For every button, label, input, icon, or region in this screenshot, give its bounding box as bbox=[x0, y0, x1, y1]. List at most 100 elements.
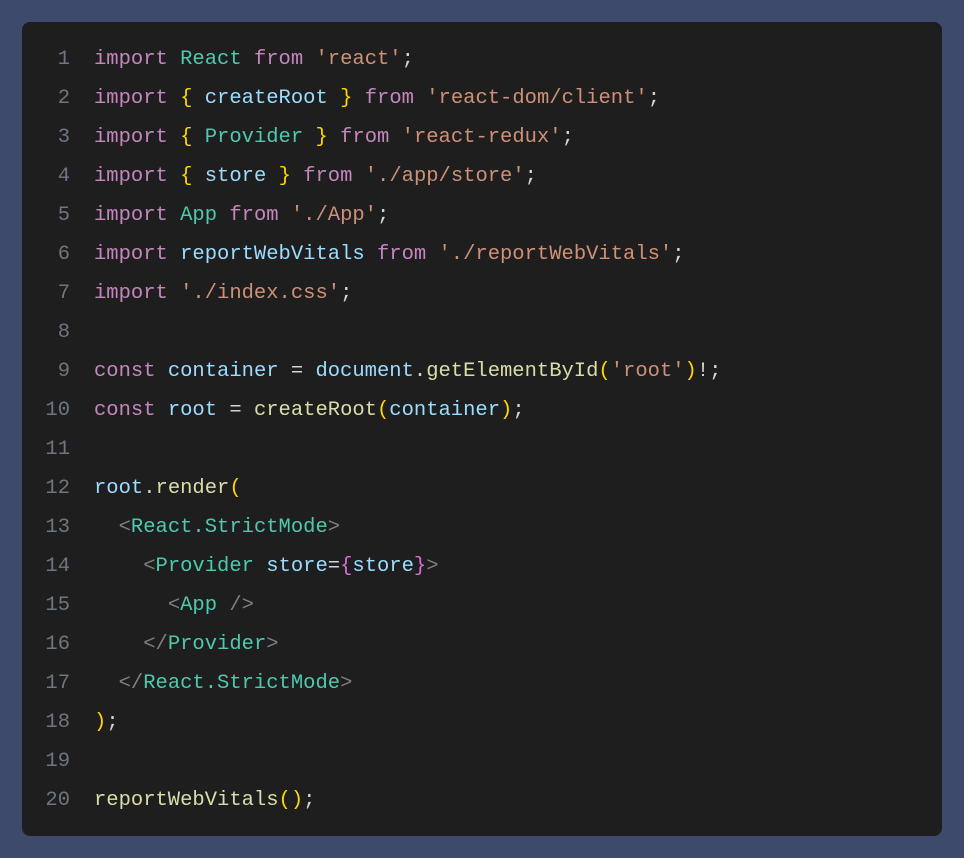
token-keyword: const bbox=[94, 360, 156, 383]
line-number: 1 bbox=[22, 40, 94, 79]
line-content: const container = document.getElementByI… bbox=[94, 352, 942, 391]
token-brace: ( bbox=[279, 789, 291, 812]
code-line: 1import React from 'react'; bbox=[22, 40, 942, 79]
line-number: 20 bbox=[22, 781, 94, 820]
code-line: 9const container = document.getElementBy… bbox=[22, 352, 942, 391]
token-punc bbox=[365, 243, 377, 266]
line-number: 16 bbox=[22, 625, 94, 664]
token-punc bbox=[352, 87, 364, 110]
code-line: 2import { createRoot } from 'react-dom/c… bbox=[22, 79, 942, 118]
line-content: </Provider> bbox=[94, 625, 942, 664]
token-punc bbox=[414, 87, 426, 110]
token-punc bbox=[303, 126, 315, 149]
line-number: 5 bbox=[22, 196, 94, 235]
token-brace2: } bbox=[414, 555, 426, 578]
token-punc: = bbox=[328, 555, 340, 578]
token-punc: ; bbox=[303, 789, 315, 812]
token-punc bbox=[156, 399, 168, 422]
token-punc bbox=[279, 204, 291, 227]
token-ident: store bbox=[205, 165, 267, 188]
line-content: <Provider store={store}> bbox=[94, 547, 942, 586]
token-string: './index.css' bbox=[180, 282, 340, 305]
token-keyword: from bbox=[229, 204, 278, 227]
line-content: import './index.css'; bbox=[94, 274, 942, 313]
line-number: 17 bbox=[22, 664, 94, 703]
token-string: './App' bbox=[291, 204, 377, 227]
line-number: 13 bbox=[22, 508, 94, 547]
line-content: <App /> bbox=[94, 586, 942, 625]
line-number: 18 bbox=[22, 703, 94, 742]
code-line: 8 bbox=[22, 313, 942, 352]
token-punc bbox=[94, 555, 143, 578]
line-content: import React from 'react'; bbox=[94, 40, 942, 79]
token-keyword: import bbox=[94, 243, 168, 266]
token-punc: ; bbox=[377, 204, 389, 227]
line-content: import { store } from './app/store'; bbox=[94, 157, 942, 196]
token-keyword: import bbox=[94, 48, 168, 71]
token-func: reportWebVitals bbox=[94, 789, 279, 812]
token-tag-br: < bbox=[143, 555, 155, 578]
token-punc bbox=[168, 87, 180, 110]
code-line: 4import { store } from './app/store'; bbox=[22, 157, 942, 196]
token-tag-br: > bbox=[340, 672, 352, 695]
line-number: 7 bbox=[22, 274, 94, 313]
token-punc bbox=[291, 165, 303, 188]
code-line: 3import { Provider } from 'react-redux'; bbox=[22, 118, 942, 157]
code-line: 7import './index.css'; bbox=[22, 274, 942, 313]
token-punc bbox=[328, 87, 340, 110]
token-obj: root bbox=[94, 477, 143, 500]
token-punc bbox=[168, 48, 180, 71]
token-punc bbox=[94, 516, 119, 539]
token-punc bbox=[426, 243, 438, 266]
token-punc: !; bbox=[697, 360, 722, 383]
token-punc: = bbox=[217, 399, 254, 422]
token-type: Provider bbox=[205, 126, 303, 149]
token-punc bbox=[352, 165, 364, 188]
token-brace: ( bbox=[229, 477, 241, 500]
token-tag: React.StrictMode bbox=[143, 672, 340, 695]
code-line: 20reportWebVitals(); bbox=[22, 781, 942, 820]
token-punc bbox=[192, 126, 204, 149]
token-punc bbox=[156, 360, 168, 383]
token-brace: ( bbox=[598, 360, 610, 383]
line-number: 10 bbox=[22, 391, 94, 430]
token-punc bbox=[168, 204, 180, 227]
token-brace2: { bbox=[340, 555, 352, 578]
line-number: 6 bbox=[22, 235, 94, 274]
line-number: 19 bbox=[22, 742, 94, 781]
line-number: 11 bbox=[22, 430, 94, 469]
token-ident: store bbox=[352, 555, 414, 578]
line-number: 15 bbox=[22, 586, 94, 625]
token-brace: ) bbox=[685, 360, 697, 383]
token-punc bbox=[168, 282, 180, 305]
token-func: createRoot bbox=[254, 399, 377, 422]
token-punc bbox=[242, 48, 254, 71]
line-content: import { createRoot } from 'react-dom/cl… bbox=[94, 79, 942, 118]
token-brace: { bbox=[180, 126, 192, 149]
token-string: 'react-redux' bbox=[402, 126, 562, 149]
line-content: reportWebVitals(); bbox=[94, 781, 942, 820]
code-line: 5import App from './App'; bbox=[22, 196, 942, 235]
token-brace: } bbox=[315, 126, 327, 149]
token-keyword: from bbox=[377, 243, 426, 266]
token-ident: container bbox=[389, 399, 500, 422]
token-punc: . bbox=[143, 477, 155, 500]
line-number: 12 bbox=[22, 469, 94, 508]
token-punc bbox=[266, 165, 278, 188]
code-line: 15 <App /> bbox=[22, 586, 942, 625]
token-punc: ; bbox=[562, 126, 574, 149]
line-content: import reportWebVitals from './reportWeb… bbox=[94, 235, 942, 274]
token-ident: root bbox=[168, 399, 217, 422]
token-punc bbox=[254, 555, 266, 578]
token-ident: reportWebVitals bbox=[180, 243, 365, 266]
line-content: </React.StrictMode> bbox=[94, 664, 942, 703]
token-type: React bbox=[180, 48, 242, 71]
token-tag: App bbox=[180, 594, 217, 617]
token-brace: { bbox=[180, 165, 192, 188]
line-number: 2 bbox=[22, 79, 94, 118]
token-string: 'react' bbox=[315, 48, 401, 71]
code-lines-container: 1import React from 'react';2import { cre… bbox=[22, 40, 942, 820]
token-brace: } bbox=[279, 165, 291, 188]
token-tag: Provider bbox=[168, 633, 266, 656]
token-string: 'react-dom/client' bbox=[426, 87, 647, 110]
